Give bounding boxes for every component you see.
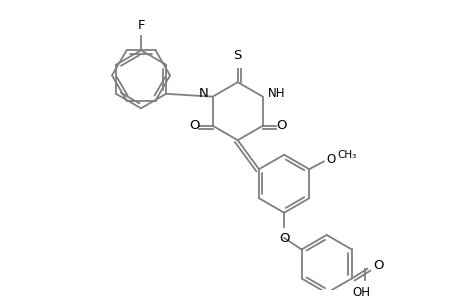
Text: O: O [189, 119, 199, 132]
Text: CH₃: CH₃ [336, 150, 356, 160]
Text: N: N [199, 87, 208, 100]
Text: S: S [233, 49, 241, 62]
Text: NH: NH [267, 87, 285, 100]
Text: O: O [372, 260, 383, 272]
Text: F: F [137, 19, 145, 32]
Text: O: O [326, 153, 335, 166]
Text: OH: OH [352, 286, 369, 299]
Text: O: O [275, 119, 286, 132]
Text: O: O [278, 232, 289, 245]
